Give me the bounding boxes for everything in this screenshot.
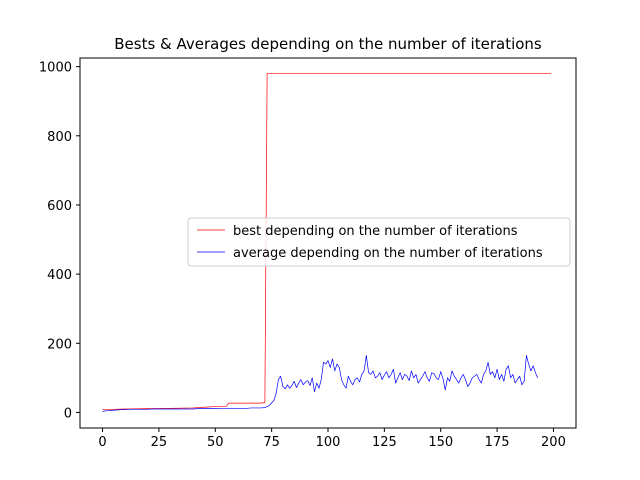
chart-title: Bests & Averages depending on the number…: [114, 35, 542, 53]
legend-label-average: average depending on the number of itera…: [233, 246, 543, 261]
legend-box: [187, 217, 571, 267]
y-axis: 0 200 400 600 800 1000: [39, 61, 80, 421]
y-tick-label: 200: [47, 337, 72, 352]
x-tick-label: 50: [207, 435, 224, 450]
x-tick-label: 200: [541, 435, 566, 450]
y-tick-label: 800: [47, 130, 72, 145]
legend-label-best: best depending on the number of iteratio…: [233, 224, 518, 239]
legend: best depending on the number of iteratio…: [187, 217, 571, 267]
x-axis: 0 25 50 75 100 125 150 175 200: [98, 428, 566, 450]
x-tick-label: 75: [263, 435, 280, 450]
x-tick-label: 150: [428, 435, 453, 450]
series-line-average: [102, 355, 538, 412]
series-lines: [102, 73, 552, 412]
x-tick-label: 25: [151, 435, 168, 450]
x-tick-label: 0: [98, 435, 106, 450]
y-tick-label: 600: [47, 199, 72, 214]
y-tick-label: 0: [64, 406, 72, 421]
y-tick-label: 1000: [39, 61, 72, 76]
x-tick-label: 125: [372, 435, 397, 450]
y-tick-label: 400: [47, 268, 72, 283]
x-tick-label: 100: [316, 435, 341, 450]
x-tick-label: 175: [485, 435, 510, 450]
series-line-best: [102, 73, 552, 411]
